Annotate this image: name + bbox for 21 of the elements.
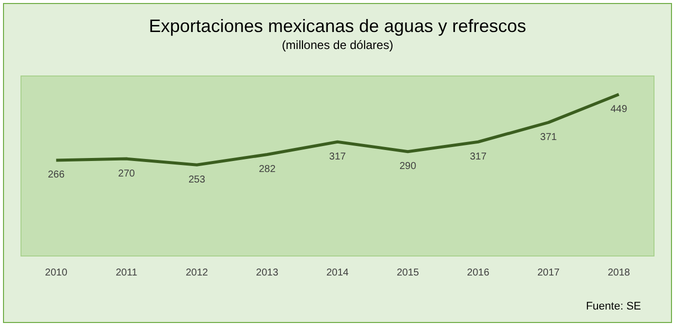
x-tick-label: 2013: [256, 268, 279, 278]
data-label: 371: [540, 132, 558, 143]
x-tick-label: 2010: [45, 268, 68, 278]
x-tick-label: 2012: [186, 268, 208, 278]
data-label: 290: [399, 161, 417, 172]
source-note: Fuente: SE: [586, 300, 642, 312]
data-label: 449: [610, 104, 628, 115]
x-tick-label: 2018: [608, 268, 630, 278]
data-label: 317: [470, 151, 487, 162]
data-label: 266: [48, 170, 65, 181]
data-label: 270: [118, 168, 136, 180]
chart-title: Exportaciones mexicanas de aguas y refrescos: [148, 16, 526, 36]
x-tick-label: 2016: [467, 268, 490, 278]
x-tick-label: 2017: [537, 268, 560, 278]
data-label: 282: [258, 164, 276, 175]
chart-subtitle: (millones de dólares): [282, 38, 394, 52]
data-label: 253: [188, 174, 206, 186]
data-label: 317: [329, 151, 346, 162]
x-tick-label: 2011: [116, 268, 138, 278]
x-tick-label: 2014: [326, 268, 350, 278]
x-tick-label: 2015: [396, 268, 420, 278]
